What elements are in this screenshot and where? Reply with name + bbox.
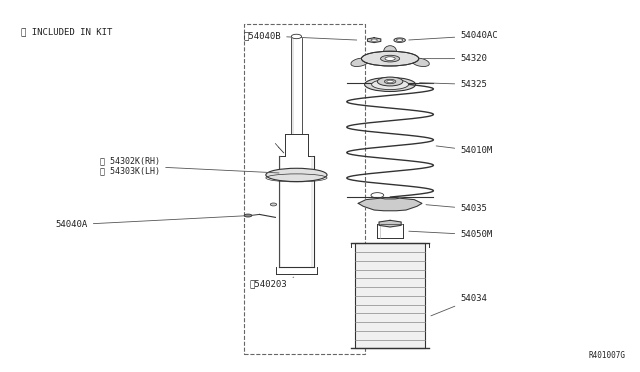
Text: 54320: 54320 (424, 54, 487, 63)
Polygon shape (358, 198, 422, 211)
Ellipse shape (384, 46, 396, 57)
Ellipse shape (378, 77, 403, 86)
Bar (244, 23, 365, 354)
Text: ※54040B: ※54040B (244, 31, 356, 40)
Ellipse shape (412, 58, 429, 67)
Ellipse shape (381, 55, 399, 62)
Text: R401007G: R401007G (589, 350, 626, 359)
Polygon shape (367, 38, 381, 43)
Ellipse shape (291, 34, 301, 39)
Ellipse shape (387, 80, 394, 83)
Ellipse shape (396, 39, 403, 41)
Text: 54040A: 54040A (56, 216, 247, 229)
Text: 54040AC: 54040AC (409, 31, 498, 40)
Polygon shape (379, 220, 401, 227)
Ellipse shape (270, 203, 276, 206)
Ellipse shape (394, 38, 405, 42)
Text: 54034: 54034 (431, 294, 487, 316)
Text: 54325: 54325 (420, 80, 487, 89)
Ellipse shape (385, 57, 395, 61)
Text: ※ INCLUDED IN KIT: ※ INCLUDED IN KIT (20, 27, 112, 36)
Text: ※540203: ※540203 (250, 277, 294, 288)
Text: 54010M: 54010M (436, 146, 492, 155)
Text: ※ 54302K(RH)
※ 54303K(LH): ※ 54302K(RH) ※ 54303K(LH) (100, 156, 279, 175)
Ellipse shape (371, 39, 378, 41)
Ellipse shape (372, 79, 408, 90)
Ellipse shape (362, 51, 419, 66)
Ellipse shape (351, 58, 369, 67)
Ellipse shape (365, 77, 415, 92)
Text: 54035: 54035 (426, 204, 487, 214)
Text: 54050M: 54050M (409, 230, 492, 239)
Ellipse shape (266, 168, 327, 182)
Ellipse shape (385, 79, 396, 84)
Ellipse shape (244, 214, 252, 217)
Bar (355, 243, 425, 349)
